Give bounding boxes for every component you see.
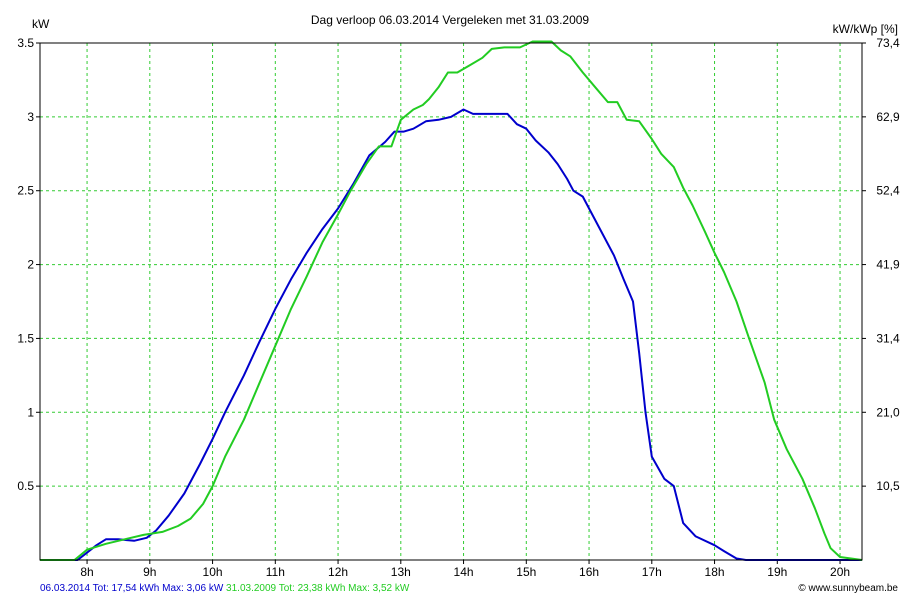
x-tick-label: 10h: [203, 565, 223, 579]
y-tick-label-right: 62,9: [876, 110, 900, 124]
y-tick-label-right: 21,0: [876, 405, 900, 419]
legend-series-2: 31.03.2009 Tot: 23,38 kWh Max: 3,52 kW: [226, 583, 410, 594]
y-tick-label-right: 31,4: [876, 331, 900, 345]
y-tick-label-left: 3.5: [17, 36, 34, 50]
series-lines: [40, 40, 863, 561]
legend-series-1: 06.03.2014 Tot: 17,54 kWh Max: 3,06 kW: [40, 583, 224, 594]
x-tick-label: 19h: [767, 565, 787, 579]
x-tick-label: 14h: [454, 565, 474, 579]
x-tick-label: 15h: [516, 565, 536, 579]
series-line-2: [40, 40, 863, 561]
x-tick-label: 11h: [266, 565, 285, 579]
x-tick-label: 9h: [143, 565, 156, 579]
credit-text: © www.sunnybeam.be: [798, 583, 898, 594]
grid: [40, 42, 862, 560]
y-tick-label-left: 0.5: [17, 479, 34, 493]
y-tick-label-left: 2: [27, 258, 34, 272]
x-tick-label: 18h: [705, 565, 725, 579]
x-tick-label: 20h: [830, 565, 850, 579]
y-tick-label-left: 1: [27, 405, 34, 419]
series-line-1: [40, 108, 862, 561]
y-tick-label-left: 1.5: [17, 331, 34, 345]
y-tick-label-right: 73,4: [876, 36, 900, 50]
y-tick-label-left: 3: [27, 110, 34, 124]
y-tick-label-right: 10,5: [876, 479, 900, 493]
y-tick-label-left: 2.5: [17, 184, 34, 198]
x-tick-label: 8h: [80, 565, 93, 579]
x-tick-label: 13h: [391, 565, 411, 579]
chart-legend: 06.03.2014 Tot: 17,54 kWh Max: 3,06 kW 3…: [40, 583, 409, 594]
y-axis-label-left: kW: [32, 17, 50, 31]
x-tick-label: 12h: [328, 565, 348, 579]
chart-title: Dag verloop 06.03.2014 Vergeleken met 31…: [311, 13, 590, 27]
y-axis-label-right: kW/kWp [%]: [833, 22, 898, 36]
x-tick-label: 17h: [642, 565, 662, 579]
x-tick-label: 16h: [579, 565, 599, 579]
plot-frame: [39, 42, 863, 561]
y-tick-label-right: 52,4: [876, 184, 900, 198]
ticks: 8h 9h 10h 11h 12h 13h 14h 15h 16h 17h 18h 19h 20h 0.5…: [17, 36, 900, 579]
y-tick-label-right: 41,9: [876, 258, 900, 272]
